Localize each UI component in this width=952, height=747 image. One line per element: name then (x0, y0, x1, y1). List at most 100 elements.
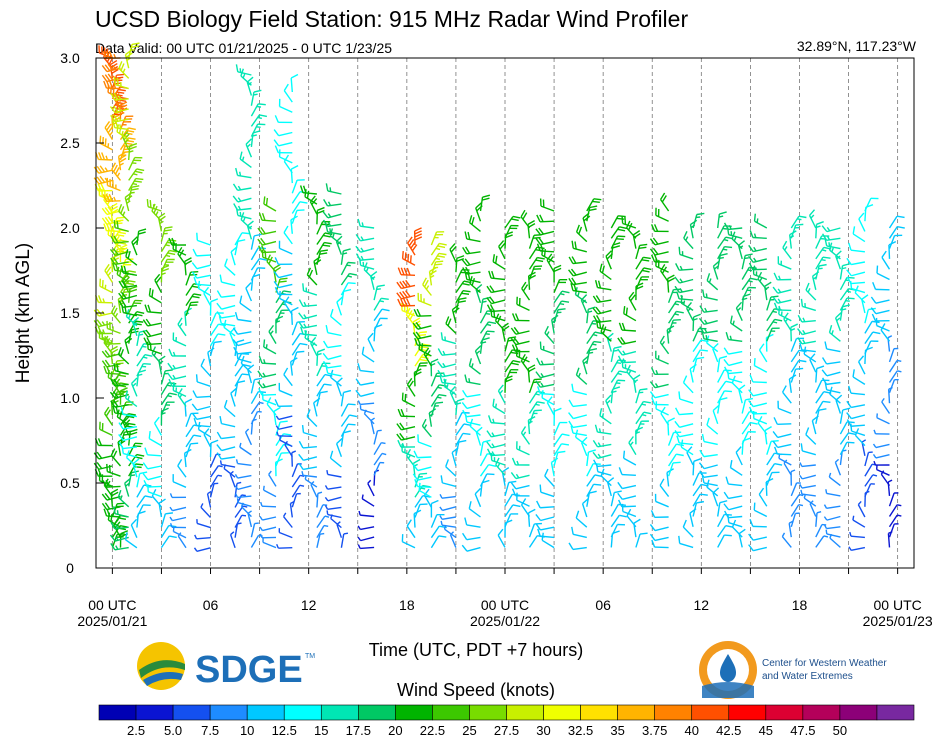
wind-barb (815, 256, 831, 270)
wind-barb (430, 384, 447, 397)
wind-barb (586, 463, 601, 477)
wind-barb (790, 469, 796, 486)
wind-barb (101, 350, 121, 358)
wind-barb (790, 215, 807, 229)
colorbar-title: Wind Speed (knots) (396, 680, 556, 700)
wind-barb (266, 254, 277, 273)
wind-barb (692, 500, 705, 517)
wind-barb (209, 482, 219, 498)
wind-barb (537, 386, 555, 396)
wind-barb (492, 398, 506, 415)
wind-barb (655, 350, 669, 365)
wind-barb (635, 420, 649, 435)
wind-barb (239, 295, 252, 312)
wind-barb (575, 224, 588, 243)
wind-barb (125, 450, 138, 468)
wind-barb (104, 406, 113, 426)
wind-barb (110, 305, 122, 324)
wind-barb (659, 335, 670, 355)
wind-barb (738, 528, 746, 548)
wind-barb (553, 300, 570, 314)
wind-barb (765, 477, 774, 496)
wind-barb (821, 357, 841, 365)
wind-barb (258, 212, 277, 222)
wind-barb (772, 296, 792, 304)
wind-barb (729, 315, 743, 332)
wind-barb (568, 268, 587, 277)
wind-barb (357, 525, 375, 531)
wind-barb (749, 519, 767, 528)
wind-barb (418, 482, 432, 498)
wind-barb (101, 63, 121, 73)
wind-barb (528, 522, 542, 538)
wind-barb (192, 390, 211, 399)
wind-barb (185, 293, 202, 306)
wind-barb (654, 493, 669, 508)
wind-barb (197, 280, 211, 297)
wind-barb (278, 149, 293, 164)
wind-barb (414, 472, 428, 488)
wind-barb (258, 387, 277, 396)
wind-barb (216, 452, 236, 460)
wind-barb (275, 300, 292, 314)
wind-barb (610, 379, 626, 394)
wind-barb (628, 291, 637, 311)
colorbar-tick-label: 30 (536, 723, 550, 738)
wind-barb (185, 301, 199, 316)
wind-barb (373, 317, 388, 332)
wind-barb (790, 359, 807, 373)
wind-barb (373, 297, 389, 311)
wind-barb (753, 358, 768, 373)
wind-barb (568, 420, 587, 429)
wind-barb (586, 331, 603, 345)
wind-barb (725, 476, 743, 487)
wind-barb (635, 426, 644, 445)
wind-barb (621, 359, 637, 373)
wind-barb (741, 421, 758, 435)
wind-barb (209, 464, 223, 478)
wind-barb (278, 240, 293, 255)
wind-barb (160, 249, 177, 263)
wind-barb (510, 471, 530, 480)
wind-barb (628, 436, 637, 456)
wind-barb (593, 315, 612, 324)
wind-barb (325, 183, 342, 195)
wind-barb (655, 207, 669, 222)
wind-barb (219, 416, 236, 428)
wind-barb (800, 443, 816, 456)
wind-barb (605, 394, 612, 414)
wind-barb (553, 421, 568, 436)
wind-barb (735, 446, 743, 466)
y-axis: 0 0.5 1.0 1.5 2.0 2.5 3.0 (60, 50, 104, 576)
wind-barb (160, 512, 173, 528)
wind-barb (196, 232, 211, 246)
wind-barb (340, 423, 356, 437)
wind-barb (396, 279, 416, 290)
wind-barb (357, 363, 375, 373)
wind-barb (106, 463, 121, 477)
wind-barb (797, 337, 816, 345)
wind-barb (748, 544, 767, 552)
wind-barb (132, 458, 140, 478)
wind-barb (674, 420, 694, 429)
wind-barb (306, 409, 318, 427)
wind-barb (872, 454, 890, 459)
wind-barb (848, 546, 866, 552)
wind-barb (824, 341, 841, 353)
wind-barb (340, 403, 356, 417)
wind-barb (169, 516, 187, 522)
wind-barb (414, 503, 428, 518)
wind-barb (610, 370, 627, 383)
wind-barb (316, 249, 329, 265)
wind-barb (172, 474, 187, 488)
wind-barb (250, 377, 262, 394)
chart-title: UCSD Biology Field Station: 915 MHz Rada… (95, 6, 689, 32)
wind-barb (124, 390, 138, 408)
wind-barb (401, 251, 416, 266)
wind-barb (864, 331, 881, 344)
wind-barb (586, 198, 602, 212)
wind-barb (291, 342, 308, 356)
wind-barb (723, 347, 743, 355)
wind-barb (594, 424, 612, 435)
wind-barb (839, 407, 851, 424)
